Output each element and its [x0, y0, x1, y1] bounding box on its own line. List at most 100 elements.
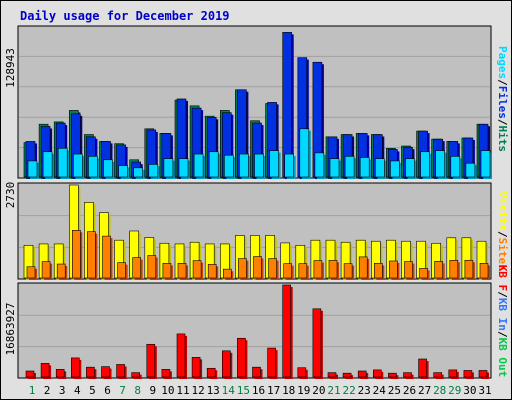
kbf-bar-19: [297, 367, 307, 378]
sites-bar-29: [449, 259, 459, 279]
hits-bar-29: [450, 156, 461, 178]
sites-bar-14: [223, 268, 232, 279]
kbf-bar-30: [463, 370, 473, 378]
top-bars: [23, 32, 492, 179]
kbf-bar-11: [176, 333, 186, 378]
x-label-24: 24: [373, 384, 387, 397]
legend-item-legend-mid-0: Visits: [496, 191, 509, 231]
top-y-max-label: 128943: [4, 48, 17, 88]
kbf-bar-6: [101, 366, 110, 378]
hits-bar-13: [208, 151, 219, 178]
sites-bar-23: [358, 256, 368, 279]
hits-bar-25: [390, 160, 400, 178]
legend-item-legend-top-3: /: [496, 119, 509, 126]
legend-item-legend-top-0: Pages: [496, 46, 509, 79]
kbf-bar-5: [86, 366, 95, 378]
x-label-16: 16: [252, 384, 265, 397]
sites-bar-4: [72, 230, 81, 279]
legend-mid-text: Visits/Sites: [496, 191, 509, 271]
chart-title: Daily usage for December 2019: [20, 9, 230, 23]
kbf-bar-3: [55, 369, 65, 378]
kbf-bar-25: [388, 372, 397, 378]
legend-item-legend-bot-3: /: [496, 331, 509, 338]
kbf-bar-16: [252, 366, 261, 378]
x-label-10: 10: [161, 384, 174, 397]
x-label-21: 21: [327, 384, 340, 397]
hits-bar-9: [148, 164, 159, 178]
kbf-bar-1: [25, 370, 35, 378]
sites-bar-28: [434, 261, 444, 279]
x-label-30: 30: [463, 384, 476, 397]
hits-bar-15: [239, 153, 249, 178]
sites-bar-22: [343, 263, 353, 279]
x-label-29: 29: [448, 384, 461, 397]
kbf-bar-15: [237, 337, 246, 378]
hits-bar-6: [103, 159, 113, 178]
sites-bar-7: [117, 262, 126, 279]
bottom-panel: [17, 282, 492, 379]
legend-item-legend-top-4: Hits: [496, 126, 509, 153]
kbf-bar-29: [448, 369, 458, 378]
middle-y-max-label: 2730: [4, 182, 17, 209]
sites-bar-30: [464, 259, 474, 279]
kbf-bar-4: [71, 357, 80, 378]
kbf-bar-14: [222, 350, 231, 378]
sites-bar-17: [268, 258, 277, 279]
x-label-3: 3: [59, 384, 66, 397]
x-label-26: 26: [403, 384, 416, 397]
kbf-bar-28: [433, 372, 443, 378]
legend-item-legend-mid-1: /: [496, 231, 509, 238]
hits-bar-11: [178, 158, 189, 178]
sites-bar-1: [26, 266, 36, 279]
hits-bar-18: [284, 153, 295, 178]
hits-bar-5: [88, 156, 98, 178]
x-label-22: 22: [342, 384, 355, 397]
x-label-9: 9: [149, 384, 156, 397]
hits-bar-14: [224, 154, 234, 178]
x-label-4: 4: [74, 384, 81, 397]
hits-bar-2: [42, 151, 53, 178]
sites-bar-31: [479, 263, 489, 279]
x-label-5: 5: [89, 384, 96, 397]
sites-bar-25: [389, 260, 398, 279]
x-label-20: 20: [312, 384, 325, 397]
sites-bar-19: [298, 263, 308, 279]
x-label-27: 27: [418, 384, 431, 397]
sites-bar-16: [253, 256, 262, 279]
kbf-bar-9: [146, 343, 156, 378]
hits-bar-28: [435, 150, 446, 178]
hits-bar-21: [329, 158, 340, 178]
sites-bar-12: [192, 260, 202, 279]
sites-bar-6: [102, 235, 111, 279]
hits-bar-3: [57, 148, 68, 178]
hits-bar-17: [269, 150, 279, 178]
hits-bar-12: [193, 153, 204, 178]
legend-item-legend-mid-2: Sites: [496, 238, 509, 271]
hits-bar-16: [254, 153, 264, 178]
hits-bar-20: [314, 152, 325, 178]
sites-bar-21: [328, 259, 338, 279]
legend-middle: Visits/Sites: [496, 191, 509, 271]
sites-bar-13: [207, 264, 217, 279]
hits-bar-4: [73, 153, 83, 178]
kbf-bar-2: [40, 363, 50, 378]
kbf-bar-13: [206, 367, 216, 378]
hits-bar-23: [359, 157, 370, 178]
x-label-23: 23: [358, 384, 371, 397]
kbf-bar-12: [191, 357, 201, 378]
legend-item-legend-bot-4: KB Out: [496, 338, 509, 378]
sites-bar-27: [419, 268, 428, 279]
kbf-bar-31: [478, 370, 488, 378]
x-label-15: 15: [237, 384, 250, 397]
bottom-y-max-label: 16863927: [4, 303, 17, 356]
x-label-19: 19: [297, 384, 310, 397]
legend-item-legend-bot-0: KB F: [496, 265, 509, 292]
hits-bar-7: [118, 165, 128, 178]
kbf-bar-23: [357, 370, 367, 378]
hits-bar-1: [27, 160, 38, 178]
x-label-1: 1: [29, 384, 36, 397]
legend-item-legend-bot-1: /: [496, 291, 509, 298]
sites-bar-2: [41, 261, 51, 279]
x-label-12: 12: [191, 384, 204, 397]
